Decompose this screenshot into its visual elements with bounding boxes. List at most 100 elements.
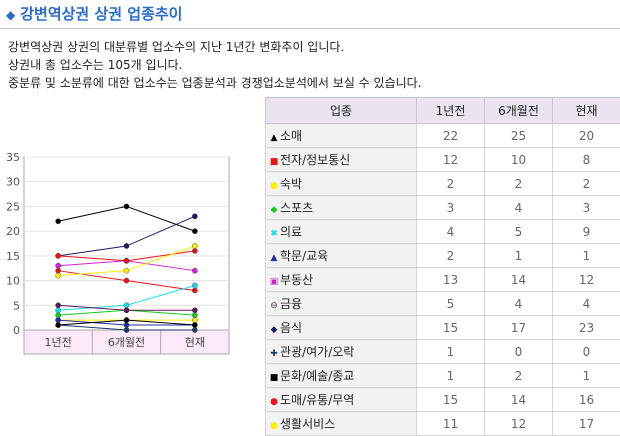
industry-name: 소매: [280, 129, 302, 143]
industry-cell: ◆음식: [266, 316, 417, 340]
series-marker-icon: ▲: [269, 133, 279, 143]
series-marker-icon: ■: [269, 157, 279, 167]
data-point: [56, 273, 61, 278]
value-1-year-ago: 2: [417, 172, 485, 196]
industry-cell: ■전자/정보통신: [266, 148, 417, 172]
value-current: 1: [553, 364, 620, 388]
data-point: [124, 204, 129, 209]
page-title-text: 강변역상권 상권 업종추이: [20, 5, 182, 23]
data-point: [124, 258, 129, 263]
value-6-months-ago: 1: [485, 244, 553, 268]
data-point: [124, 243, 129, 248]
data-point: [192, 268, 197, 273]
industry-cell: ✚관광/여가/오락: [266, 340, 417, 364]
data-point: [56, 313, 61, 318]
industry-name: 금융: [280, 297, 302, 311]
industry-name: 생활서비스: [280, 417, 335, 431]
data-point: [192, 288, 197, 293]
data-point: [192, 214, 197, 219]
industry-cell: ●생활서비스: [266, 412, 417, 436]
diamond-bullet-icon: ◆: [6, 8, 15, 22]
series-marker-icon: ●: [269, 421, 279, 431]
data-point: [192, 322, 197, 327]
description-line-2: 상권내 총 업소수는 105개 입니다.: [8, 56, 422, 74]
value-6-months-ago: 2: [485, 364, 553, 388]
industry-name: 의료: [280, 225, 302, 239]
value-1-year-ago: 22: [417, 124, 485, 148]
table-header-row: 업종 1년전 6개월전 현재: [266, 98, 620, 124]
value-1-year-ago: 1: [417, 364, 485, 388]
data-point: [124, 303, 129, 308]
y-tick-label: 30: [6, 176, 20, 189]
value-1-year-ago: 2: [417, 244, 485, 268]
data-point: [124, 318, 129, 323]
value-6-months-ago: 17: [485, 316, 553, 340]
industry-cell: ▲소매: [266, 124, 417, 148]
data-point: [124, 327, 129, 332]
data-point: [192, 327, 197, 332]
data-point: [56, 303, 61, 308]
header-current: 현재: [553, 98, 620, 124]
data-point: [56, 268, 61, 273]
y-tick-label: 10: [6, 275, 20, 288]
value-current: 3: [553, 196, 620, 220]
industry-cell: ■문화/예술/종교: [266, 364, 417, 388]
value-6-months-ago: 4: [485, 292, 553, 316]
value-6-months-ago: 14: [485, 268, 553, 292]
value-current: 1: [553, 244, 620, 268]
data-point: [192, 313, 197, 318]
series-marker-icon: ◆: [269, 325, 279, 335]
y-tick-label: 5: [13, 299, 20, 312]
series-marker-icon: ✚: [269, 349, 279, 359]
series-marker-icon: ■: [269, 373, 279, 383]
industry-cell: ●도매/유통/무역: [266, 388, 417, 412]
y-tick-label: 35: [6, 151, 20, 164]
data-point: [124, 322, 129, 327]
data-point: [56, 318, 61, 323]
value-6-months-ago: 0: [485, 340, 553, 364]
data-point: [56, 308, 61, 313]
data-point: [56, 219, 61, 224]
value-6-months-ago: 12: [485, 412, 553, 436]
y-tick-label: 25: [6, 200, 20, 213]
value-current: 17: [553, 412, 620, 436]
series-marker-icon: ✖: [269, 229, 279, 239]
value-6-months-ago: 2: [485, 172, 553, 196]
data-point: [56, 263, 61, 268]
value-1-year-ago: 5: [417, 292, 485, 316]
value-current: 20: [553, 124, 620, 148]
value-current: 23: [553, 316, 620, 340]
value-current: 8: [553, 148, 620, 172]
industry-cell: ●숙박: [266, 172, 417, 196]
industry-name: 관광/여가/오락: [280, 345, 354, 359]
header-1-year-ago: 1년전: [417, 98, 485, 124]
industry-cell: ◆스포츠: [266, 196, 417, 220]
value-6-months-ago: 4: [485, 196, 553, 220]
industry-name: 음식: [280, 321, 302, 335]
series-marker-icon: ⊖: [269, 301, 279, 311]
value-6-months-ago: 14: [485, 388, 553, 412]
description-line-1: 강변역상권 상권의 대분류별 업소수의 지난 1년간 변화추이 입니다.: [8, 38, 422, 56]
value-1-year-ago: 3: [417, 196, 485, 220]
x-tick-label: 6개월전: [108, 336, 145, 349]
x-tick-label: 현재: [185, 336, 205, 349]
value-1-year-ago: 11: [417, 412, 485, 436]
industry-cell: ⊖금융: [266, 292, 417, 316]
description: 강변역상권 상권의 대분류별 업소수의 지난 1년간 변화추이 입니다. 상권내…: [8, 38, 422, 92]
value-1-year-ago: 1: [417, 340, 485, 364]
header-6-months-ago: 6개월전: [485, 98, 553, 124]
industry-name: 문화/예술/종교: [280, 369, 354, 383]
value-current: 2: [553, 172, 620, 196]
